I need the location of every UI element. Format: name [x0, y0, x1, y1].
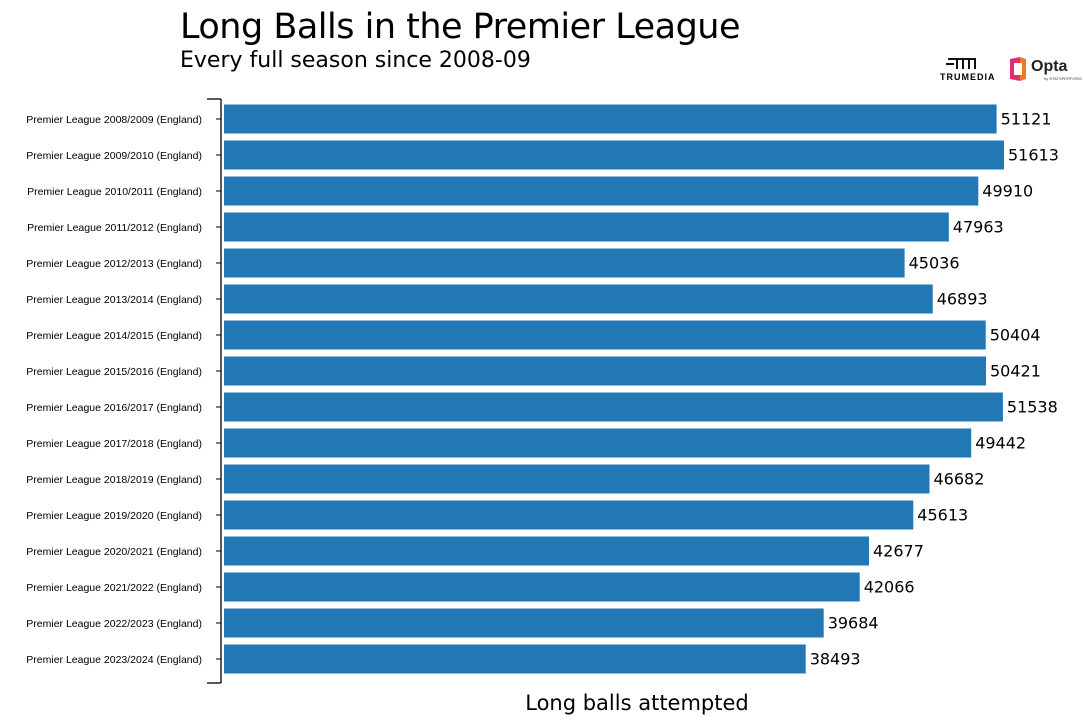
bar	[224, 140, 1004, 170]
bar-value-label: 50421	[990, 362, 1041, 381]
bar-value-label: 42677	[873, 542, 924, 561]
bar	[224, 536, 869, 566]
bar	[224, 176, 979, 206]
bar-value-label: 45613	[917, 506, 968, 525]
opta-logo: Opta by STATSPERFORM	[1006, 55, 1082, 85]
bar	[224, 104, 997, 134]
bar-value-label: 51613	[1008, 146, 1059, 165]
bar	[224, 284, 933, 314]
chart-title: Long Balls in the Premier League	[180, 7, 741, 47]
y-tick-label: Premier League 2019/2020 (England)	[26, 510, 202, 522]
bar	[224, 572, 860, 602]
bar-value-label: 51538	[1007, 398, 1058, 417]
trumedia-mark-icon	[946, 58, 976, 69]
trumedia-logo: TRUMEDIA	[940, 55, 998, 85]
y-tick-label: Premier League 2011/2012 (England)	[27, 222, 202, 234]
bar	[224, 356, 986, 386]
y-tick-label: Premier League 2013/2014 (England)	[26, 294, 202, 306]
bar	[224, 428, 972, 458]
bar	[224, 500, 914, 530]
bar-value-label: 38493	[810, 650, 861, 669]
bar-value-label: 46893	[937, 290, 988, 309]
bar-value-label: 49442	[975, 434, 1026, 453]
bar-value-label: 42066	[864, 578, 915, 597]
bar	[224, 320, 986, 350]
y-tick-label: Premier League 2023/2024 (England)	[26, 654, 202, 666]
y-tick-label: Premier League 2012/2013 (England)	[26, 258, 202, 270]
bar-value-label: 50404	[990, 326, 1041, 345]
y-tick-label: Premier League 2020/2021 (England)	[26, 546, 202, 558]
bar-value-label: 51121	[1001, 110, 1052, 129]
y-tick-label: Premier League 2017/2018 (England)	[26, 438, 202, 450]
bar	[224, 464, 930, 494]
opta-tagline: by STATSPERFORM	[1044, 76, 1082, 81]
opta-wordmark: Opta	[1031, 58, 1068, 75]
y-tick-label: Premier League 2009/2010 (England)	[26, 150, 202, 162]
opta-mark-icon	[1010, 57, 1026, 81]
y-tick-label: Premier League 2008/2009 (England)	[26, 114, 202, 126]
y-tick-label: Premier League 2018/2019 (England)	[26, 474, 202, 486]
y-tick-label: Premier League 2014/2015 (England)	[26, 330, 202, 342]
bar	[224, 608, 824, 638]
bar-value-label: 47963	[953, 218, 1004, 237]
chart-subtitle: Every full season since 2008-09	[180, 48, 531, 73]
y-axis: Premier League 2008/2009 (England) Premie…	[26, 98, 222, 684]
bar	[224, 248, 905, 278]
y-tick-label: Premier League 2010/2011 (England)	[27, 186, 202, 198]
bar-value-label: 39684	[828, 614, 879, 633]
bar-value-label: 49910	[982, 182, 1033, 201]
trumedia-wordmark: TRUMEDIA	[940, 72, 996, 82]
y-tick-label: Premier League 2015/2016 (England)	[26, 366, 202, 378]
x-axis-label: Long balls attempted	[525, 691, 749, 715]
bar	[224, 644, 806, 674]
y-tick-label: Premier League 2016/2017 (England)	[26, 402, 202, 414]
y-tick-label: Premier League 2022/2023 (England)	[26, 618, 202, 630]
bar-value-label: 46682	[934, 470, 985, 489]
bar-value-label: 45036	[909, 254, 960, 273]
y-tick-label: Premier League 2021/2022 (England)	[26, 582, 202, 594]
bar	[224, 392, 1003, 422]
bar	[224, 212, 949, 242]
